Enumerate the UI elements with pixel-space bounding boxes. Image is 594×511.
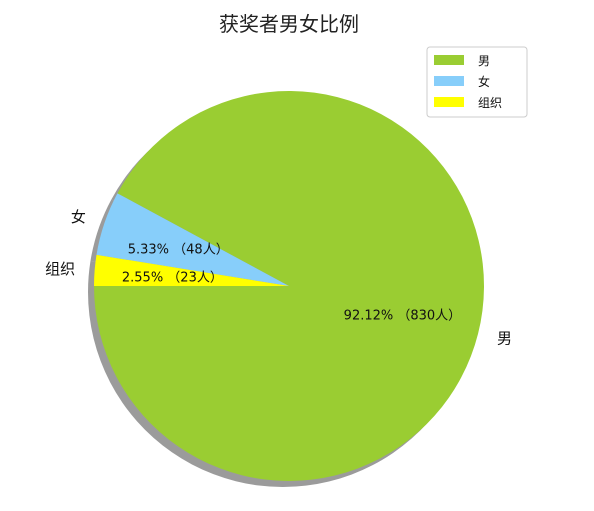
chart-title: 获奖者男女比例: [219, 12, 359, 36]
category-label-organization: 组织: [45, 260, 75, 278]
category-label-male: 男: [497, 330, 512, 348]
percent-label-organization: 2.55% （23人）: [122, 271, 223, 286]
legend-swatch-organization: [434, 97, 464, 107]
legend-swatch-female: [434, 76, 464, 86]
slice-female: [96, 193, 290, 286]
legend-swatch-male: [434, 55, 464, 65]
legend-label-male: 男: [478, 54, 490, 68]
slice-organization: [94, 254, 289, 286]
legend-label-organization: 组织: [478, 96, 502, 110]
slice-male: [94, 91, 485, 482]
category-label-female: 女: [71, 208, 86, 226]
percent-label-female: 5.33% （48人）: [128, 242, 229, 257]
pie-slices: [94, 91, 485, 482]
pie-labels: 男 92.12% （830人） 女 5.33% （48人） 组织 2.55% （23人）: [45, 208, 512, 348]
legend-label-female: 女: [478, 74, 490, 89]
percent-label-male: 92.12% （830人）: [344, 309, 462, 324]
